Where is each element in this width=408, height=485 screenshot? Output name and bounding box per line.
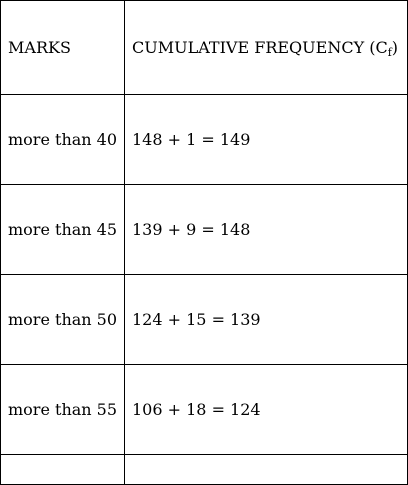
cf-cell: 124 + 15 = 139 (124, 274, 408, 365)
cf-cell: 139 + 9 = 148 (124, 184, 408, 275)
header-cf-subscript: f (387, 46, 392, 59)
table-row: more than 45 139 + 9 = 148 (0, 184, 408, 275)
header-marks: MARKS (0, 0, 125, 95)
table-row-partial (0, 454, 408, 485)
marks-cell: more than 45 (0, 184, 125, 275)
cf-cell: 148 + 1 = 149 (124, 94, 408, 185)
cf-cell-empty (124, 454, 408, 485)
marks-cell-empty (0, 454, 125, 485)
table-header-row: MARKS CUMULATIVE FREQUENCY (Cf) (0, 0, 408, 95)
marks-cell: more than 40 (0, 94, 125, 185)
marks-cell: more than 50 (0, 274, 125, 365)
cf-cell: 106 + 18 = 124 (124, 364, 408, 455)
header-cf-label: CUMULATIVE FREQUENCY (C (132, 38, 388, 57)
header-cumulative-frequency: CUMULATIVE FREQUENCY (Cf) (124, 0, 408, 95)
marks-cell: more than 55 (0, 364, 125, 455)
header-cf-suffix: ) (391, 38, 399, 57)
table-row: more than 40 148 + 1 = 149 (0, 94, 408, 185)
header-marks-label: MARKS (8, 38, 71, 57)
table-row: more than 55 106 + 18 = 124 (0, 364, 408, 455)
table-row: more than 50 124 + 15 = 139 (0, 274, 408, 365)
